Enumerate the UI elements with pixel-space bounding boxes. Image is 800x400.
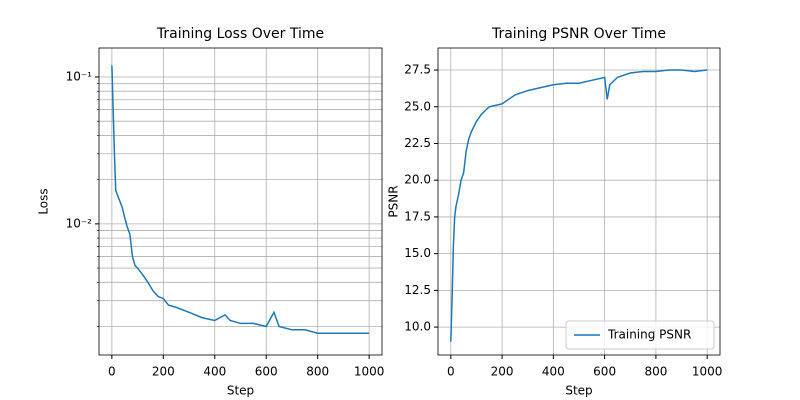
legend-box — [565, 320, 715, 350]
y-tick-label: 10.0 — [404, 320, 431, 334]
y-tick-label: 12.5 — [404, 283, 431, 297]
x-tick-label: 800 — [644, 365, 667, 379]
y-tick-label: 27.5 — [404, 63, 431, 77]
y-axis-label: Loss — [37, 188, 51, 214]
y-tick-label: 17.5 — [404, 209, 431, 223]
y-tick-label: 15.0 — [404, 246, 431, 260]
x-tick-label: 200 — [491, 365, 514, 379]
chart-title: Training Loss Over Time — [156, 26, 324, 42]
x-tick-label: 600 — [255, 365, 278, 379]
y-tick-label: 10⁻² — [66, 216, 93, 230]
y-tick-label: 25.0 — [404, 99, 431, 113]
x-tick-label: 1000 — [692, 365, 723, 379]
x-tick-label: 0 — [447, 365, 455, 379]
x-tick-label: 1000 — [354, 365, 385, 379]
x-tick-label: 400 — [542, 365, 565, 379]
x-tick-label: 200 — [152, 365, 175, 379]
axes-frame — [98, 47, 383, 356]
x-tick-label: 600 — [593, 365, 616, 379]
chart-title: Training PSNR Over Time — [491, 26, 666, 42]
x-tick-label: 400 — [203, 365, 226, 379]
x-axis-label: Step — [227, 384, 254, 398]
line-series — [111, 65, 370, 334]
y-tick-label: 20.0 — [404, 173, 431, 187]
x-tick-label: 800 — [306, 365, 329, 379]
y-tick-label: 22.5 — [404, 136, 431, 150]
x-tick-label: 0 — [108, 365, 116, 379]
legend-label: Training PSNR — [607, 328, 691, 342]
y-axis-label: PSNR — [387, 185, 401, 217]
axes-frame — [437, 47, 721, 356]
line-series — [450, 69, 708, 342]
y-tick-label: 10⁻¹ — [66, 69, 93, 83]
x-axis-label: Step — [565, 384, 592, 398]
